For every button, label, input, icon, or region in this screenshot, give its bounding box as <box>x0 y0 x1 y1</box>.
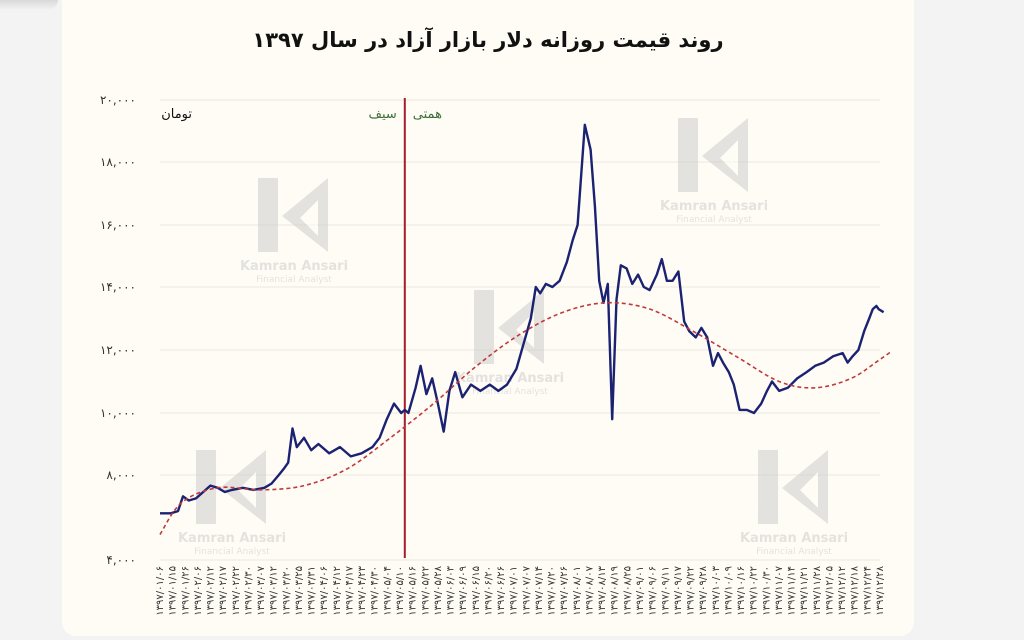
y-tick-label: ۱۰,۰۰۰ <box>100 406 136 420</box>
watermark-name: Kamran Ansari <box>740 531 848 546</box>
y-tick-label: ۸,۰۰۰ <box>106 468 136 482</box>
corner-decoration <box>0 0 58 10</box>
x-tick-label: ۱۳۹۷/۱۱/۱۴ <box>787 566 798 616</box>
x-tick-label: ۱۳۹۷/۰۹/۱۷ <box>673 565 684 615</box>
y-tick-label: ۴,۰۰۰ <box>106 553 136 567</box>
x-tick-label: ۱۳۹۷/۰۲/۰۶ <box>193 566 204 616</box>
x-tick-label: ۱۳۹۷/۰۳/۱۲ <box>269 566 280 616</box>
watermark-subtitle: Financial Analyst <box>472 387 548 397</box>
x-tick-label: ۱۳۹۷/۰۶/۰۳ <box>446 565 457 615</box>
x-tick-label: ۱۳۹۷/۰۵/۰۴ <box>382 566 393 616</box>
x-tick-label: ۱۳۹۷/۰۸/۲۵ <box>622 566 633 616</box>
x-tick-label: ۱۳۹۷/۰۵/۱۰ <box>395 566 406 616</box>
x-tick-label: ۱۳۹۷/۱۰/۰۳ <box>711 565 722 615</box>
x-tick-label: ۱۳۹۷/۰۹/۲۸ <box>698 565 709 615</box>
watermark-name: Kamran Ansari <box>178 531 286 546</box>
x-tick-label: ۱۳۹۷/۰۹/۰۶ <box>648 566 659 616</box>
y-tick-label: ۱۲,۰۰۰ <box>100 343 136 357</box>
x-tick-label: ۱۳۹۷/۰۴/۰۶ <box>319 566 330 616</box>
x-tick-label: ۱۳۹۷/۰۹/۰۱ <box>635 566 646 616</box>
x-tick-label: ۱۳۹۷/۱۰/۲۲ <box>749 566 760 616</box>
x-tick-label: ۱۳۹۷/۱۰/۰۹ <box>723 566 734 616</box>
x-tick-label: ۱۳۹۷/۰۳/۳۱ <box>307 566 318 616</box>
event-line-group: سیف همتی <box>369 98 442 558</box>
x-tick-label: ۱۳۹۷/۰۴/۱۷ <box>344 565 355 615</box>
chart-title: روند قیمت روزانه دلار بازار آزاد در سال … <box>252 28 724 52</box>
x-tick-label: ۱۳۹۷/۰۹/۲۲ <box>686 566 697 616</box>
x-tick-label: ۱۳۹۷/۰۲/۱۲ <box>206 566 217 616</box>
x-tick-label: ۱۳۹۷/۰۴/۳۰ <box>370 566 381 616</box>
watermark-name: Kamran Ansari <box>660 199 768 214</box>
x-tick-label: ۱۳۹۷/۰۵/۱۶ <box>408 566 419 616</box>
x-tick-label: ۱۳۹۷/۰۶/۲۶ <box>496 566 507 616</box>
x-tick-label: ۱۳۹۷/۰۷/۰۱ <box>509 566 520 616</box>
x-tick-label: ۱۳۹۷/۰۷/۲۰ <box>547 566 558 616</box>
x-tick-label: ۱۳۹۷/۰۵/۲۸ <box>433 565 444 615</box>
x-tick-label: ۱۳۹۷/۰۹/۱۱ <box>660 566 671 616</box>
watermark-subtitle: Financial Analyst <box>676 215 752 225</box>
x-tick-label: ۱۳۹۷/۰۳/۰۷ <box>256 565 267 615</box>
x-tick-label: ۱۳۹۷/۰۷/۲۶ <box>559 566 570 616</box>
x-tick-label: ۱۳۹۷/۰۱/۱۵ <box>168 566 179 616</box>
x-tick-label: ۱۳۹۷/۱۲/۱۸ <box>850 565 861 615</box>
watermark-subtitle: Financial Analyst <box>194 547 270 557</box>
unit-label: تومان <box>161 107 192 122</box>
series-group <box>159 123 890 535</box>
x-tick-label: ۱۳۹۷/۰۳/۲۵ <box>294 566 305 616</box>
x-tick-label: ۱۳۹۷/۰۱/۲۶ <box>180 566 191 616</box>
y-tick-label: ۱۶,۰۰۰ <box>100 218 136 232</box>
x-tick-label: ۱۳۹۷/۰۲/۱۷ <box>218 565 229 615</box>
x-tick-label: ۱۳۹۷/۱۲/۰۵ <box>824 566 835 616</box>
x-tick-label: ۱۳۹۷/۰۸/۰۱ <box>572 566 583 616</box>
trend-line <box>159 301 890 535</box>
watermark-subtitle: Financial Analyst <box>256 275 332 285</box>
watermark-name: Kamran Ansari <box>240 259 348 274</box>
y-tick-label: ۲۰,۰۰۰ <box>100 93 136 107</box>
x-tick-label: ۱۳۹۷/۱۰/۱۶ <box>736 566 747 616</box>
x-tick-label: ۱۳۹۷/۰۶/۰۹ <box>458 566 469 616</box>
y-tick-label: ۱۴,۰۰۰ <box>100 280 136 294</box>
x-tick-label: ۱۳۹۷/۰۷/۰۷ <box>521 565 532 615</box>
x-tick-label: ۱۳۹۷/۰۶/۲۰ <box>483 566 494 616</box>
x-tick-label: ۱۳۹۷/۱۲/۲۴ <box>862 566 873 616</box>
x-tick-label: ۱۳۹۷/۱۲/۱۲ <box>837 566 848 616</box>
x-axis-ticks: ۱۳۹۷/۰۱/۰۶ ۱۳۹۷/۰۱/۱۵ ۱۳۹۷/۰۱/۲۶ ۱۳۹۷/۰۲/۰۶… <box>155 565 886 615</box>
watermark-subtitle: Financial Analyst <box>756 547 832 557</box>
y-tick-label: ۱۸,۰۰۰ <box>100 155 136 169</box>
x-tick-label: ۱۳۹۷/۱۲/۲۸ <box>875 565 886 615</box>
x-tick-label: ۱۳۹۷/۰۷/۱۴ <box>534 566 545 616</box>
x-tick-label: ۱۳۹۷/۰۳/۲۰ <box>281 566 292 616</box>
x-tick-label: ۱۳۹۷/۱۱/۰۷ <box>774 565 785 615</box>
x-tick-label: ۱۳۹۷/۱۱/۲۸ <box>812 565 823 615</box>
x-tick-label: ۱۳۹۷/۰۱/۰۶ <box>155 566 166 616</box>
x-tick-label: ۱۳۹۷/۰۴/۲۳ <box>357 565 368 615</box>
x-tick-label: ۱۳۹۷/۰۸/۰۷ <box>584 565 595 615</box>
daily-price-line <box>160 123 885 515</box>
event-label-right: همتی <box>413 107 442 122</box>
x-tick-label: ۱۳۹۷/۱۱/۲۱ <box>799 566 810 616</box>
x-tick-label: ۱۳۹۷/۰۴/۱۲ <box>332 566 343 616</box>
x-tick-label: ۱۳۹۷/۰۵/۲۲ <box>420 566 431 616</box>
y-axis-ticks: ۴,۰۰۰ ۸,۰۰۰ ۱۰,۰۰۰ ۱۲,۰۰۰ ۱۴,۰۰۰ ۱۶,۰۰۰ ۱۸,۰۰۰… <box>100 93 136 567</box>
x-tick-label: ۱۳۹۷/۰۲/۳۰ <box>243 566 254 616</box>
x-tick-label: ۱۳۹۷/۰۸/۱۳ <box>597 565 608 615</box>
x-tick-label: ۱۳۹۷/۰۶/۱۵ <box>471 566 482 616</box>
event-label-left: سیف <box>369 107 397 122</box>
x-tick-label: ۱۳۹۷/۱۰/۳۰ <box>761 566 772 616</box>
x-tick-label: ۱۳۹۷/۰۲/۲۲ <box>231 566 242 616</box>
x-tick-label: ۱۳۹۷/۰۸/۱۹ <box>610 566 621 616</box>
